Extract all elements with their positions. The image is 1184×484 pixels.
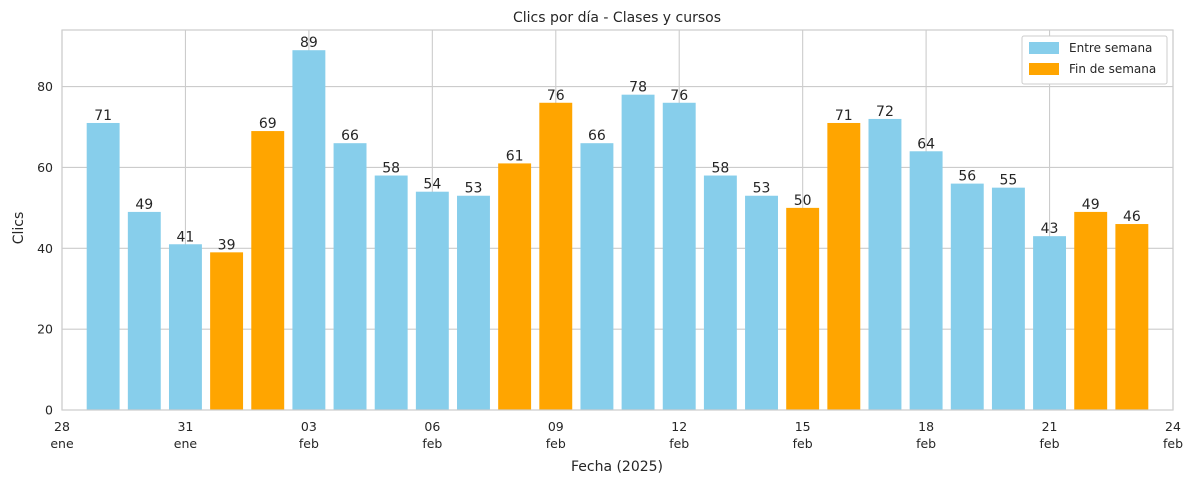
bar [251, 131, 285, 410]
bar [1074, 211, 1108, 410]
bar [991, 187, 1025, 410]
bar-value-label: 53 [465, 181, 483, 197]
bar-value-label: 46 [1123, 209, 1141, 225]
bar [1033, 236, 1067, 410]
x-tick-label: 06 feb [422, 419, 442, 451]
bar [827, 122, 861, 410]
legend-swatch-fin-de-semana [1029, 63, 1059, 75]
x-tick-label: 31 ene [174, 419, 198, 451]
bar [580, 143, 614, 411]
x-tick-label: 28 ene [50, 419, 74, 451]
bar [86, 122, 120, 410]
bar [662, 102, 696, 410]
bar [703, 175, 737, 410]
bar-value-label: 55 [999, 173, 1017, 189]
bar-value-label: 72 [876, 104, 894, 120]
bar-value-label: 76 [547, 88, 565, 104]
x-axis-label: Fecha (2025) [571, 459, 663, 475]
x-tick-label: 09 feb [546, 419, 566, 451]
bar-value-label: 61 [506, 148, 524, 164]
bar-value-label: 50 [794, 193, 812, 209]
bar [127, 211, 161, 410]
y-axis-label: Clics [11, 212, 27, 245]
bar-value-label: 89 [300, 35, 318, 51]
legend-swatch-entre-semana [1029, 42, 1059, 54]
x-tick-label: 03 feb [299, 419, 319, 451]
bar-value-label: 66 [588, 128, 606, 144]
x-tick-label: 24 feb [1163, 419, 1183, 451]
bar-value-label: 54 [423, 177, 441, 193]
bar [457, 195, 490, 410]
bar-value-label: 71 [835, 108, 853, 124]
bar [539, 102, 573, 410]
y-tick-label: 80 [37, 79, 53, 94]
bar [210, 252, 244, 410]
bar [745, 195, 778, 410]
bar-value-label: 64 [917, 136, 935, 152]
y-tick-label: 60 [37, 160, 53, 175]
bar [1115, 224, 1149, 410]
chart-title: Clics por día - Clases y cursos [513, 10, 721, 26]
bar [415, 191, 449, 410]
bar-value-label: 66 [341, 128, 359, 144]
bar-value-label: 49 [1082, 197, 1100, 213]
bar-value-label: 58 [382, 161, 400, 177]
bar-value-label: 43 [1041, 221, 1059, 237]
plot-frame [61, 29, 1174, 411]
data-labels: 71 49 41 39 69 89 66 58 54 53 61 76 66 78 76 58 53 50 71 72… [94, 35, 1141, 253]
bar [333, 143, 367, 411]
x-tick-label: 21 feb [1040, 419, 1060, 451]
bar-value-label: 39 [218, 237, 236, 253]
legend-label-fin-de-semana: Fin de semana [1069, 62, 1156, 76]
y-tick-label: 40 [37, 241, 53, 256]
y-tick-label: 20 [37, 322, 53, 337]
bar-value-label: 78 [629, 80, 647, 96]
bar [909, 151, 943, 410]
bar [621, 94, 655, 411]
bar-value-label: 49 [135, 197, 153, 213]
bar [292, 50, 326, 410]
bar-value-label: 71 [94, 108, 112, 124]
x-tick-label: 18 feb [916, 419, 936, 451]
x-tick-label: 12 feb [669, 419, 689, 451]
legend-label-entre-semana: Entre semana [1069, 41, 1152, 55]
bar [786, 207, 820, 410]
legend: Entre semana Fin de semana [1021, 35, 1168, 85]
bar [374, 175, 408, 410]
bar [498, 163, 532, 410]
bar [868, 118, 902, 411]
bar-value-label: 41 [177, 229, 195, 245]
y-axis-ticks: 0 20 40 60 80 [37, 79, 53, 417]
bar-value-label: 69 [259, 116, 277, 132]
bar-value-label: 53 [753, 181, 771, 197]
bar-value-label: 56 [958, 169, 976, 185]
x-axis-ticks: 28 ene 31 ene 03 feb 06 feb 09 feb 12 feb 15 feb 18 feb… [50, 419, 1183, 451]
bar [950, 183, 984, 410]
bar-value-label: 76 [670, 88, 688, 104]
bar-value-label: 58 [711, 161, 729, 177]
x-tick-label: 15 feb [793, 419, 813, 451]
y-tick-label: 0 [45, 403, 53, 418]
bars [86, 50, 1149, 411]
bar [168, 244, 202, 410]
